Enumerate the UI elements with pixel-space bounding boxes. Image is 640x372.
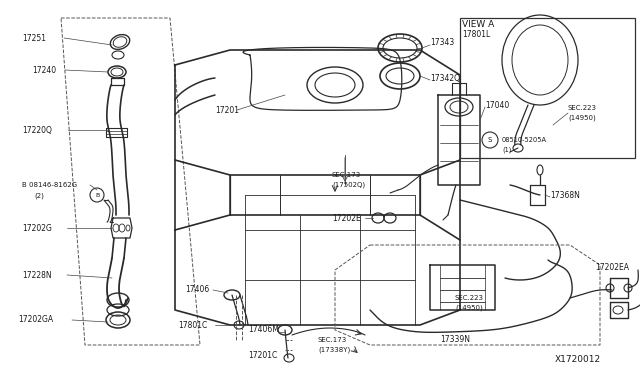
Text: 17801L: 17801L xyxy=(462,29,490,38)
Text: 17202EA: 17202EA xyxy=(595,263,629,273)
Text: (14950): (14950) xyxy=(568,115,596,121)
Text: 17342Q: 17342Q xyxy=(430,74,460,83)
Text: SEC.173: SEC.173 xyxy=(332,172,361,178)
Text: 17339N: 17339N xyxy=(440,336,470,344)
Text: SEC.223: SEC.223 xyxy=(455,295,484,301)
Text: X1720012: X1720012 xyxy=(555,356,601,365)
Text: VIEW A: VIEW A xyxy=(462,19,494,29)
Text: 17202GA: 17202GA xyxy=(18,315,53,324)
Text: (17338Y): (17338Y) xyxy=(318,347,350,353)
Text: 17240: 17240 xyxy=(32,65,56,74)
Text: (1): (1) xyxy=(502,147,511,153)
Text: B: B xyxy=(95,192,99,198)
Text: 17251: 17251 xyxy=(22,33,46,42)
Text: (14950): (14950) xyxy=(455,305,483,311)
Text: SEC.223: SEC.223 xyxy=(568,105,597,111)
Text: 17201C: 17201C xyxy=(248,352,277,360)
Text: S: S xyxy=(488,137,492,143)
Text: 17368N: 17368N xyxy=(550,190,580,199)
Text: 17201: 17201 xyxy=(215,106,239,115)
Text: SEC.173: SEC.173 xyxy=(318,337,348,343)
Text: 17040: 17040 xyxy=(485,100,509,109)
Text: 17228N: 17228N xyxy=(22,270,52,279)
Text: 17406M: 17406M xyxy=(248,326,279,334)
Text: 17406: 17406 xyxy=(185,285,209,295)
Text: 17202E: 17202E xyxy=(332,214,361,222)
Text: 17343: 17343 xyxy=(430,38,454,46)
Text: (2): (2) xyxy=(34,193,44,199)
Bar xyxy=(460,18,635,158)
Text: 17801C: 17801C xyxy=(178,321,207,330)
Text: 17202G: 17202G xyxy=(22,224,52,232)
Text: (17502Q): (17502Q) xyxy=(332,182,365,188)
Text: 08510-5205A: 08510-5205A xyxy=(502,137,547,143)
Text: 17220Q: 17220Q xyxy=(22,125,52,135)
Text: B 08146-8162G: B 08146-8162G xyxy=(22,182,77,188)
